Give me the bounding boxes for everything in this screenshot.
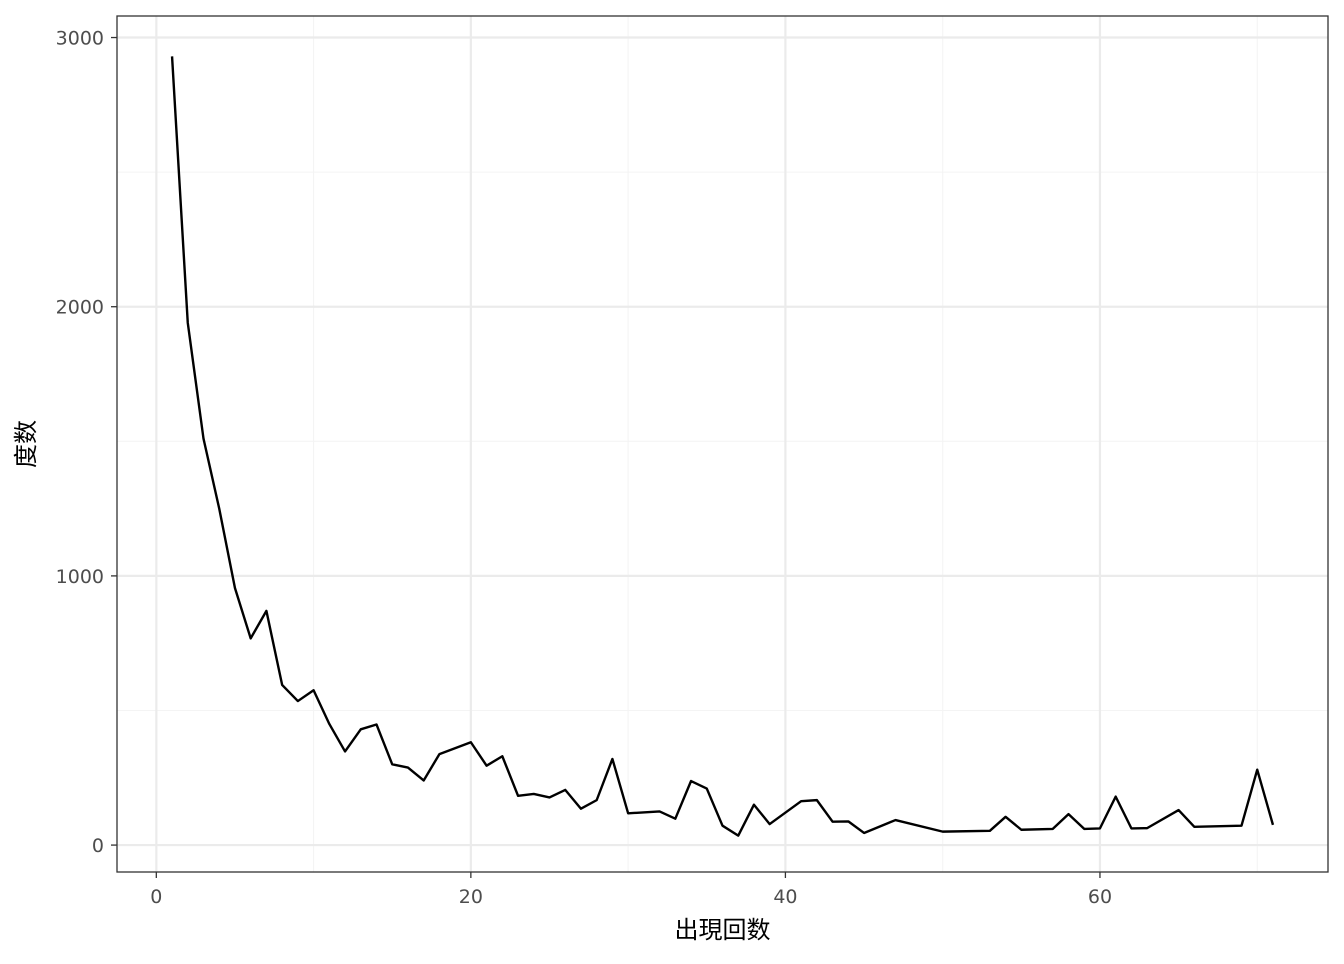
plot-panel-background bbox=[117, 16, 1328, 872]
x-tick-label: 0 bbox=[150, 886, 162, 908]
y-tick-label: 0 bbox=[92, 835, 104, 857]
x-tick-label: 60 bbox=[1088, 886, 1112, 908]
plot-panel bbox=[117, 16, 1328, 872]
major-gridlines bbox=[117, 16, 1328, 872]
x-tick-label: 40 bbox=[773, 886, 797, 908]
series-layer bbox=[170, 56, 1275, 837]
x-tick-label: 20 bbox=[459, 886, 483, 908]
x-axis-title: 出現回数 bbox=[675, 916, 771, 944]
y-tick-label: 3000 bbox=[56, 28, 104, 50]
axis-layer: 0 20 40 60 0 1000 2000 3000 bbox=[56, 28, 1112, 908]
panel-border-layer bbox=[116, 15, 1329, 873]
y-tick-label: 1000 bbox=[56, 566, 104, 588]
plot-panel-border bbox=[116, 15, 1329, 873]
minor-gridlines bbox=[117, 16, 1328, 872]
series-line-0 bbox=[170, 56, 1275, 837]
y-axis-title: 度数 bbox=[12, 420, 40, 468]
y-tick-label: 2000 bbox=[56, 297, 104, 319]
